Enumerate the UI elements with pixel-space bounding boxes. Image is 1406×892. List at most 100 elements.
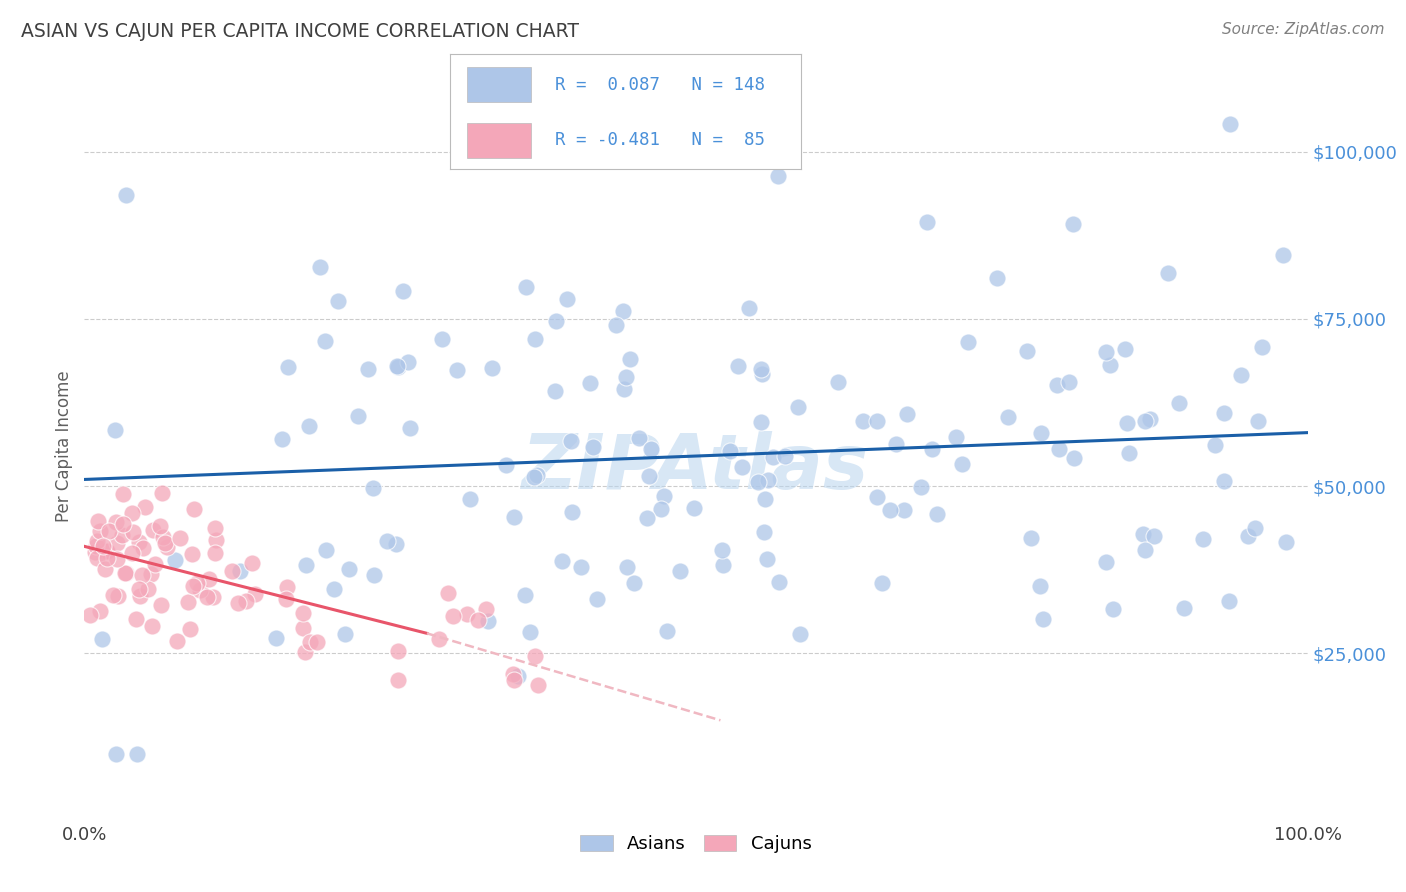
Point [277, 359, 299, 374]
Point [89, 524, 111, 538]
Point [1212, 474, 1234, 488]
Point [852, 414, 875, 428]
Point [141, 619, 163, 633]
Point [298, 635, 321, 649]
Point [142, 523, 165, 537]
Point [111, 517, 134, 532]
Point [179, 622, 201, 636]
Point [650, 502, 672, 516]
Point [385, 536, 408, 550]
Point [636, 510, 658, 524]
Point [205, 533, 228, 547]
Point [121, 506, 143, 520]
Point [1135, 413, 1157, 427]
Point [456, 607, 478, 622]
Point [134, 500, 156, 514]
Point [502, 666, 524, 681]
Point [1098, 358, 1121, 372]
Point [148, 518, 170, 533]
Point [128, 535, 150, 549]
Point [762, 450, 785, 464]
Point [1029, 425, 1052, 440]
Point [387, 673, 409, 687]
Point [896, 407, 918, 421]
Point [585, 591, 607, 606]
Point [96, 551, 118, 566]
Point [827, 375, 849, 389]
Point [90, 632, 112, 646]
Point [326, 294, 349, 309]
Point [305, 634, 328, 648]
Point [467, 613, 489, 627]
Point [752, 525, 775, 540]
Point [163, 553, 186, 567]
Point [866, 490, 889, 504]
Point [298, 418, 321, 433]
Point [375, 533, 398, 548]
Point [640, 442, 662, 457]
Point [132, 541, 155, 556]
Point [391, 285, 413, 299]
Point [773, 449, 796, 463]
Point [276, 580, 298, 594]
Point [346, 409, 368, 424]
Point [86, 551, 108, 566]
Point [582, 440, 605, 454]
Point [177, 595, 200, 609]
Bar [467, 123, 531, 158]
Point [915, 214, 938, 228]
Point [1015, 344, 1038, 359]
Point [1244, 521, 1267, 535]
Point [950, 458, 973, 472]
Point [114, 566, 136, 580]
Text: R = -0.481   N =  85: R = -0.481 N = 85 [555, 131, 765, 150]
Point [605, 318, 627, 333]
Point [1062, 217, 1084, 231]
Point [945, 430, 967, 444]
Point [115, 566, 138, 580]
Point [766, 169, 789, 183]
Point [551, 553, 574, 567]
Point [682, 501, 704, 516]
Text: R =  0.087   N = 148: R = 0.087 N = 148 [555, 76, 765, 94]
Point [1029, 579, 1052, 593]
Point [1272, 247, 1295, 261]
Point [569, 559, 592, 574]
Point [495, 458, 517, 472]
Point [149, 598, 172, 612]
Point [166, 634, 188, 648]
Point [526, 467, 548, 482]
Point [751, 367, 773, 381]
Point [152, 530, 174, 544]
Point [879, 502, 901, 516]
Point [1115, 417, 1137, 431]
Point [323, 582, 346, 596]
Point [1219, 117, 1241, 131]
Point [738, 301, 761, 315]
Point [1143, 529, 1166, 543]
Point [1218, 593, 1240, 607]
Point [266, 631, 288, 645]
Point [768, 574, 790, 589]
Point [956, 334, 979, 349]
Point [1047, 442, 1070, 456]
Point [94, 561, 117, 575]
Point [789, 627, 811, 641]
Point [314, 334, 336, 348]
Point [204, 521, 226, 535]
Point [270, 432, 292, 446]
Point [544, 384, 567, 398]
Point [432, 332, 454, 346]
Point [997, 410, 1019, 425]
Text: Source: ZipAtlas.com: Source: ZipAtlas.com [1222, 22, 1385, 37]
Point [139, 567, 162, 582]
Point [136, 582, 159, 596]
Point [155, 536, 177, 550]
Point [515, 280, 537, 294]
Point [1118, 446, 1140, 460]
Point [357, 362, 380, 376]
Point [910, 480, 932, 494]
Point [294, 645, 316, 659]
Point [86, 533, 108, 548]
Point [1230, 368, 1253, 382]
